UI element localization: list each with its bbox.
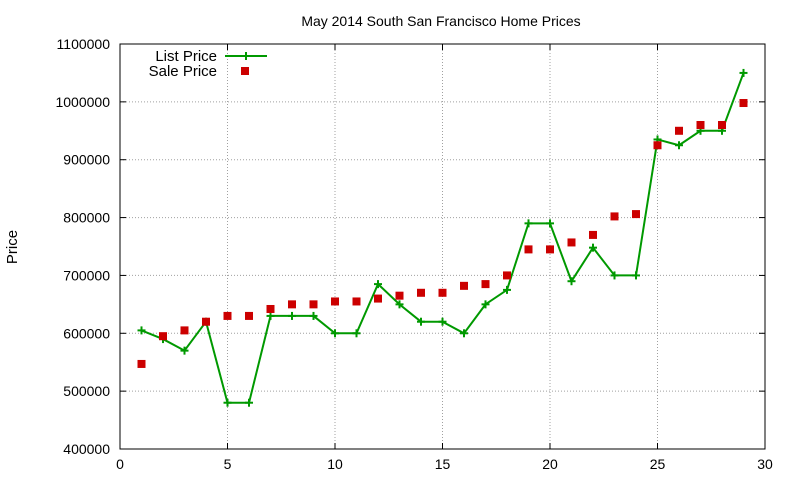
legend-label-sale-price: Sale Price: [149, 63, 217, 80]
y-tick-label: 400000: [63, 441, 110, 457]
x-tick-label: 20: [542, 456, 558, 472]
sale-price-point: [567, 238, 576, 247]
sale-price-point: [718, 121, 726, 129]
chart-title: May 2014 South San Francisco Home Prices: [301, 13, 580, 29]
x-tick-label: 0: [116, 456, 124, 472]
list-price-point: [546, 219, 554, 228]
list-price-point: [331, 329, 339, 338]
grid: [120, 44, 765, 449]
sale-price-point: [266, 304, 275, 313]
sale-price-point: [438, 288, 447, 297]
sale-price-point: [417, 288, 425, 297]
sale-price-point: [653, 141, 662, 150]
sale-price-point: [503, 271, 511, 280]
y-axis-label: Price: [4, 230, 21, 264]
list-price-point: [395, 300, 404, 309]
y-tick-label: 1100000: [57, 36, 111, 52]
sale-price-point: [159, 332, 167, 341]
x-tick-label: 5: [224, 456, 232, 472]
y-tick-label: 500000: [63, 383, 110, 399]
sale-price-point: [331, 297, 339, 306]
x-tick-label: 10: [327, 456, 343, 472]
list-price-point: [309, 311, 318, 320]
list-price-point: [503, 285, 511, 294]
y-tick-label: 900000: [63, 152, 110, 168]
y-tick-label: 600000: [63, 325, 110, 341]
sale-price-point: [481, 280, 490, 289]
list-price-point: [288, 311, 296, 320]
legend: List Price Sale Price: [149, 48, 267, 80]
list-price-point: [567, 277, 576, 286]
sale-price-point: [245, 311, 253, 320]
x-tick-label: 30: [757, 456, 773, 472]
list-price-point: [266, 311, 275, 320]
x-tick-label: 15: [435, 456, 451, 472]
list-price-point: [739, 68, 748, 77]
list-price-point: [180, 346, 189, 355]
sale-price-point: [137, 359, 146, 368]
legend-label-list-price: List Price: [155, 48, 217, 65]
list-price-point: [137, 326, 146, 335]
sale-price-point: [395, 291, 404, 300]
list-price-point: [460, 329, 468, 338]
list-price-point: [632, 271, 640, 280]
list-price-point: [610, 271, 619, 280]
list-price-point: [245, 398, 253, 407]
sale-price-point: [589, 230, 597, 239]
axis-ticks: 0 5 10 15 20 25 30 400000 500000 600000 700000 8000…: [55, 36, 773, 472]
sale-price-point: [696, 121, 705, 129]
sale-price-point: [675, 126, 683, 135]
sale-price-point: [739, 99, 748, 108]
list-price-point: [438, 317, 447, 326]
x-tick-label: 25: [650, 456, 666, 472]
list-price-point: [589, 243, 597, 252]
sale-price-point: [460, 281, 468, 290]
legend-marker-list-price: [242, 52, 250, 60]
sale-price-point: [180, 326, 189, 335]
list-price-point: [481, 300, 490, 309]
sale-price-point: [374, 294, 382, 303]
sale-price-point: [546, 245, 554, 254]
y-tick-label: 800000: [63, 210, 110, 226]
sale-price-point: [202, 317, 210, 326]
series-layer: [137, 68, 748, 407]
sale-price-point: [610, 212, 619, 221]
sale-price-point: [223, 311, 232, 320]
sale-price-point: [352, 297, 361, 306]
y-tick-label: 1000000: [55, 94, 110, 110]
y-tick-label: 700000: [63, 267, 110, 283]
sale-price-point: [524, 245, 533, 254]
list-price-point: [374, 280, 382, 289]
list-price-point: [524, 219, 533, 228]
sale-price-point: [288, 300, 296, 309]
list-price-point: [352, 329, 361, 338]
sale-price-point: [632, 210, 640, 219]
list-price-point: [675, 141, 683, 150]
sale-price-point: [309, 300, 318, 309]
legend-marker-sale-price: [241, 67, 249, 75]
list-price-point: [223, 398, 232, 407]
list-price-point: [417, 317, 425, 326]
